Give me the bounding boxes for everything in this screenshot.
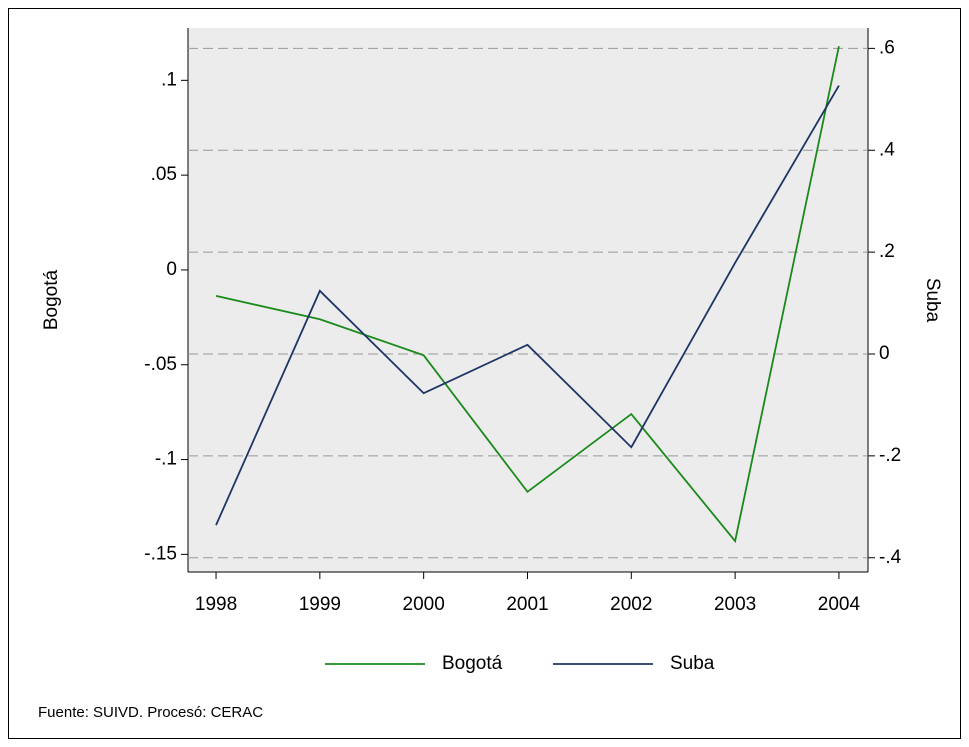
x-tick-label: 2003 xyxy=(714,594,756,615)
y2-tick-label: .4 xyxy=(879,139,895,160)
note: Fuente: SUIVD. Procesó: CERAC xyxy=(38,704,263,721)
x-tick-label: 2004 xyxy=(818,594,861,615)
y-tick-label: .05 xyxy=(151,164,177,185)
y2-tick-label: .6 xyxy=(879,37,895,58)
y2-tick-label: 0 xyxy=(879,343,890,364)
y-tick-label: 0 xyxy=(166,259,177,280)
legend-label: Bogotá xyxy=(442,653,503,674)
x-tick-label: 1998 xyxy=(195,594,237,615)
y2-tick-label: -.2 xyxy=(879,445,901,466)
x-tick-label: 1999 xyxy=(299,594,341,615)
y-tick-label: -.1 xyxy=(155,449,177,470)
x-tick-label: 2002 xyxy=(610,594,652,615)
series-line xyxy=(215,46,840,544)
y-axis-title: Bogotá xyxy=(41,269,62,330)
y2-tick-label: -.4 xyxy=(879,547,902,568)
y-tick-label: .1 xyxy=(161,69,177,90)
y2-axis-title: Suba xyxy=(922,278,943,323)
legend-label: Suba xyxy=(670,653,715,674)
y2-tick-label: .2 xyxy=(879,241,895,262)
x-tick-label: 2001 xyxy=(506,594,548,615)
plot-area xyxy=(188,28,868,572)
y-tick-label: -.05 xyxy=(144,354,177,375)
series-line xyxy=(215,85,840,526)
x-tick-label: 2000 xyxy=(403,594,445,615)
y-tick-label: -.15 xyxy=(144,543,177,564)
